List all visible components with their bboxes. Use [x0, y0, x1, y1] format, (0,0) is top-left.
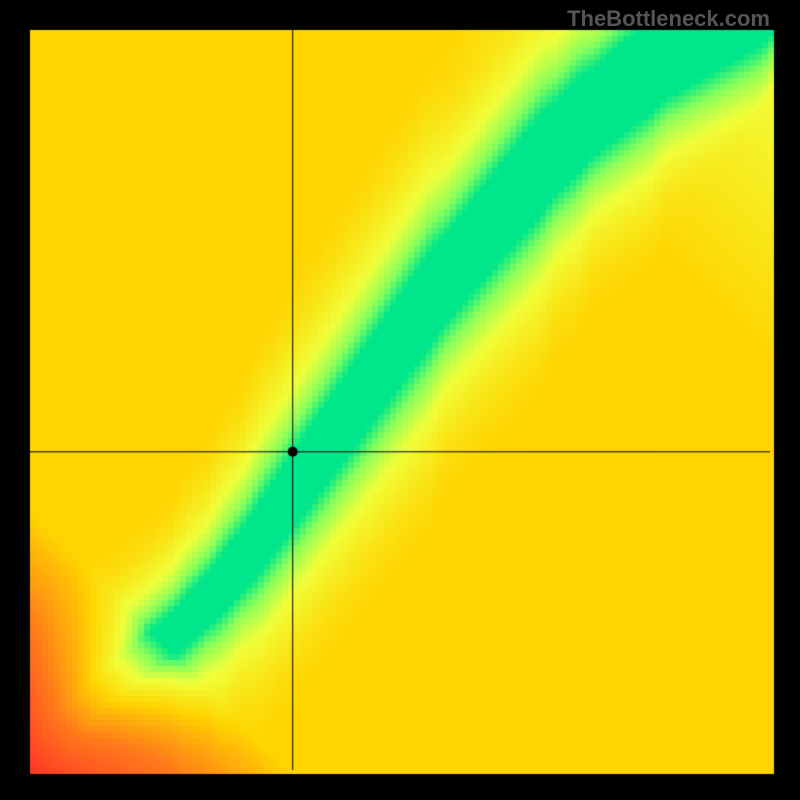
- watermark-text: TheBottleneck.com: [567, 6, 770, 32]
- bottleneck-heatmap-canvas: [0, 0, 800, 800]
- chart-container: TheBottleneck.com: [0, 0, 800, 800]
